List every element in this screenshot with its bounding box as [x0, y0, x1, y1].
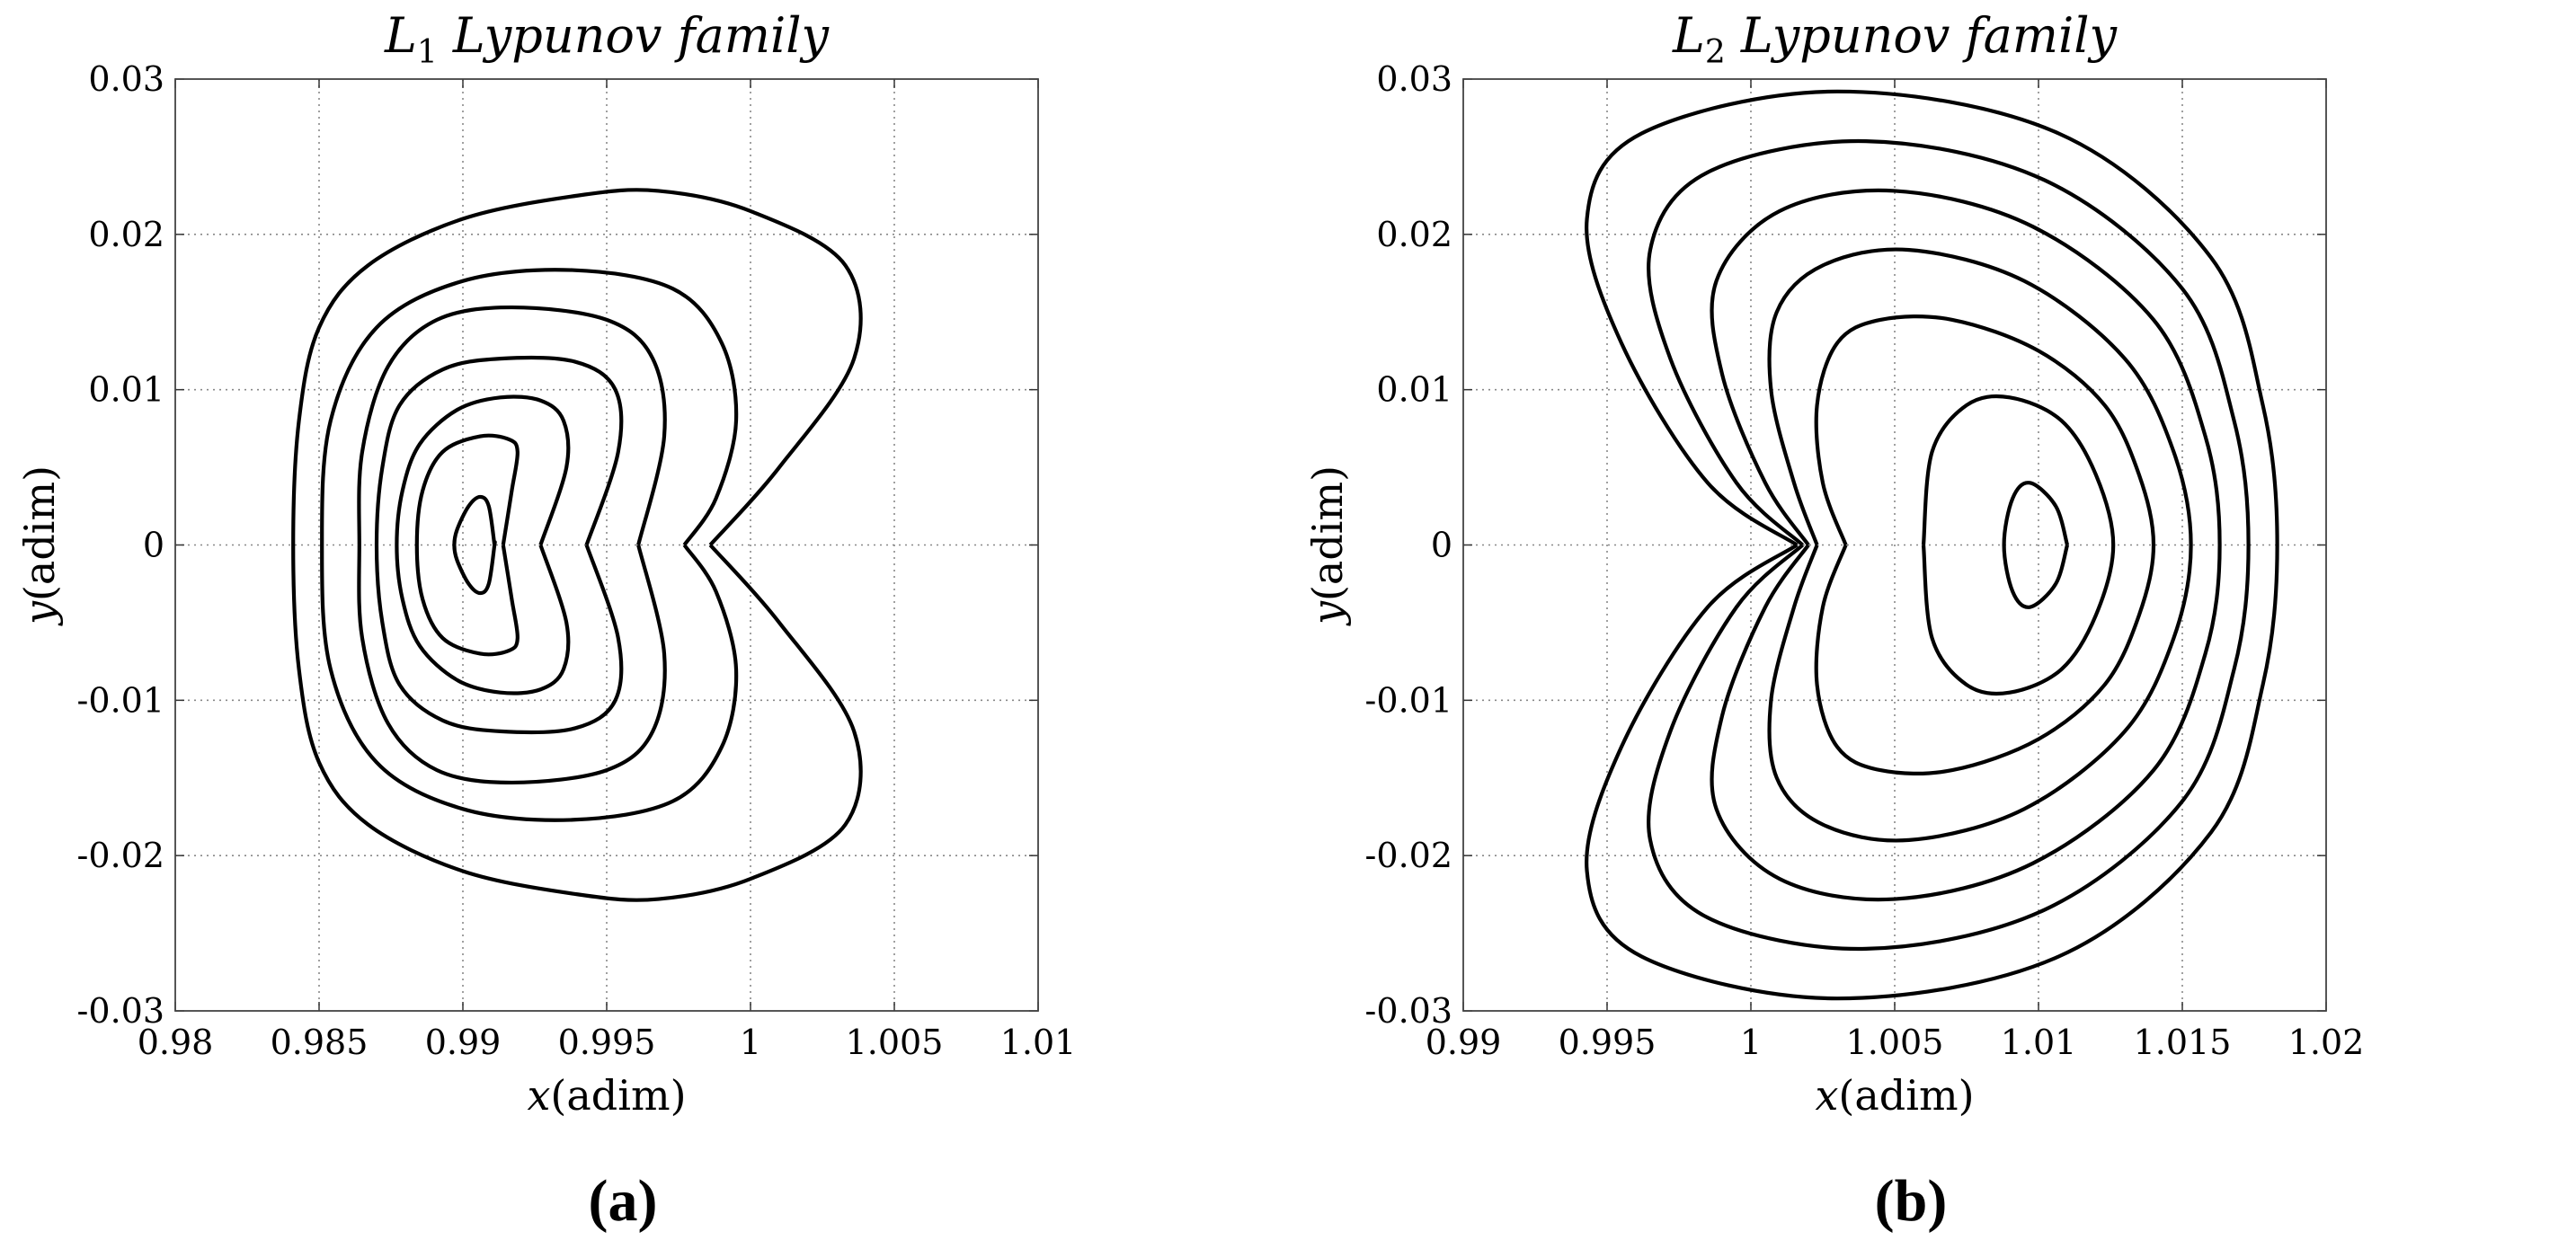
x-tick-label: 1.02 [2288, 1023, 2365, 1062]
x-tick-label: 0.995 [1559, 1023, 1657, 1062]
x-tick-label: 1 [740, 1023, 761, 1062]
y-tick-label: -0.03 [77, 991, 164, 1031]
orbit-curve-3 [1814, 314, 2156, 775]
x-tick-label: 1.01 [2001, 1023, 2077, 1062]
y-tick-label: -0.01 [1365, 680, 1452, 720]
y-axis-label: y(adim) [15, 465, 64, 626]
x-tick-label: 0.98 [138, 1023, 214, 1062]
chart-panel-a: 0.98 0.985 0.99 0.995 1 1.005 1.01 0.03 0.02 0.01… [0, 0, 1288, 1245]
y-tick-label: -0.01 [77, 680, 164, 720]
panel-label: (b) [1875, 1168, 1948, 1234]
y-tick-label: 0.02 [88, 215, 164, 254]
orbit-curve-4 [374, 355, 624, 735]
axes-box [1462, 78, 2327, 1012]
orbit-curve-3 [395, 394, 571, 695]
orbit-curve-2 [1921, 394, 2116, 696]
y-tick-label: -0.02 [1365, 836, 1452, 875]
y-tick-label: 0.03 [1376, 59, 1452, 99]
chart-b: 0.99 0.995 1 1.005 1.01 1.015 1.02 0.03 0.02 0.01… [1303, 7, 2365, 1234]
x-tick-label: 0.995 [558, 1023, 656, 1062]
axes-box [174, 78, 1039, 1012]
y-tick-label: 0.03 [88, 59, 164, 99]
x-axis-label: x(adim) [527, 1071, 686, 1120]
panel-label: (a) [589, 1168, 658, 1234]
y-tick-label: 0.02 [1376, 215, 1452, 254]
y-tick-label: 0.01 [88, 370, 164, 410]
y-tick-label: -0.03 [1365, 991, 1452, 1031]
chart-panel-b: 0.99 0.995 1 1.005 1.01 1.015 1.02 0.03 0.02 0.01… [1288, 0, 2576, 1245]
chart-a: 0.98 0.985 0.99 0.995 1 1.005 1.01 0.03 0.02 0.01… [15, 7, 1077, 1234]
y-axis-label: y(adim) [1303, 465, 1352, 626]
x-tick-label: 1.005 [1846, 1023, 1944, 1062]
chart-title: L2 Lypunov family [1672, 7, 2119, 71]
orbit-curve-7 [1585, 89, 2279, 1001]
y-tick-label: -0.02 [77, 836, 164, 875]
x-tick-label: 1.005 [846, 1023, 944, 1062]
orbit-curve-7 [291, 188, 863, 902]
orbit-curve-1 [452, 494, 497, 596]
orbit-curve-5 [357, 305, 667, 785]
x-tick-label: 0.99 [425, 1023, 502, 1062]
x-tick-label: 0.985 [271, 1023, 369, 1062]
y-tick-label: 0.01 [1376, 370, 1452, 410]
orbit-curve-6 [320, 268, 739, 822]
orbit-curve-5 [1710, 188, 2222, 902]
x-tick-label: 1 [1740, 1023, 1762, 1062]
orbit-curve-1 [2002, 481, 2070, 609]
orbit-curve-2 [414, 433, 520, 657]
y-tick-label: 0 [143, 526, 164, 565]
orbit-curve-6 [1647, 138, 2251, 952]
x-tick-label: 1.015 [2134, 1023, 2232, 1062]
x-tick-label: 1.01 [1000, 1023, 1077, 1062]
x-axis-label: x(adim) [1815, 1071, 1974, 1120]
x-tick-label: 0.99 [1426, 1023, 1502, 1062]
y-tick-label: 0 [1431, 526, 1452, 565]
chart-title: L1 Lypunov family [384, 7, 831, 71]
orbit-curve-4 [1767, 247, 2193, 843]
